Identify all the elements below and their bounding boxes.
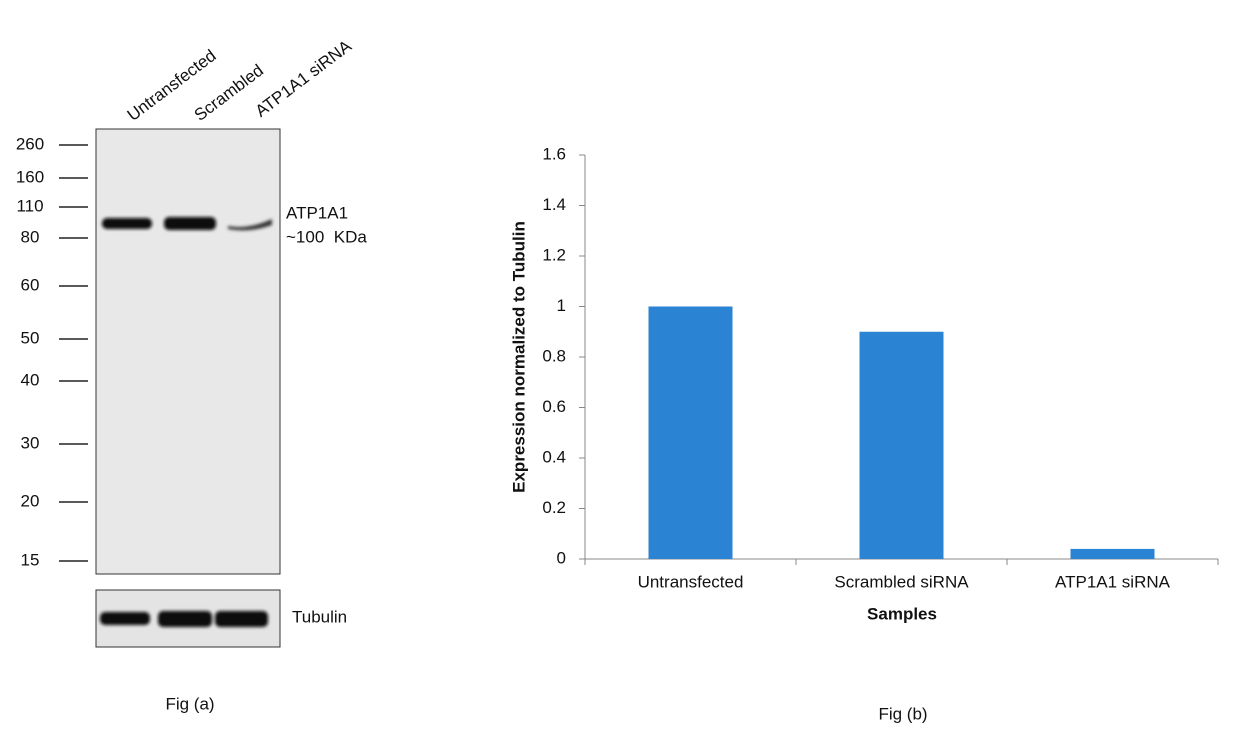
marker-label: 60	[21, 275, 40, 294]
y-axis-label: Expression normalized to Tubulin	[509, 221, 528, 493]
y-tick-label: 1.6	[542, 144, 566, 163]
blot-bands	[102, 217, 272, 231]
x-tick-label: Untransfected	[638, 572, 744, 591]
y-tick-label: 1	[557, 296, 566, 315]
marker-label: 260	[16, 134, 44, 153]
marker-label: 30	[21, 433, 40, 452]
marker-label: 160	[16, 167, 44, 186]
bar	[859, 331, 944, 559]
caption: Fig (b)	[878, 704, 927, 723]
caption: Fig (a)	[165, 694, 214, 713]
y-tick-label: 0.2	[542, 498, 566, 517]
x-tick-label: ATP1A1 siRNA	[1055, 572, 1171, 591]
y-tick-label: 0.6	[542, 397, 566, 416]
marker-label: 15	[21, 550, 40, 569]
y-tick-label: 0.8	[542, 346, 566, 365]
marker-label: 50	[21, 328, 40, 347]
band-label: ATP1A1	[286, 203, 348, 222]
y-tick-label: 0.4	[542, 447, 566, 466]
marker-label: 80	[21, 227, 40, 246]
y-tick-label: 1.2	[542, 245, 566, 264]
y-tick-label: 0	[557, 548, 566, 567]
marker-label: 20	[21, 491, 40, 510]
tubulin-bands	[100, 611, 268, 627]
x-axis-label: Samples	[867, 604, 937, 623]
y-tick-label: 1.4	[542, 195, 566, 214]
blot-membrane	[95, 128, 281, 575]
marker-label: 110	[16, 196, 43, 215]
x-tick-label: Scrambled siRNA	[834, 572, 969, 591]
marker-ladder: 260 160 110 80 60 50 40 30 20 15	[16, 134, 88, 569]
bar	[1070, 548, 1155, 559]
marker-label: 40	[21, 370, 40, 389]
bar-chart: 0 0.2 0.4 0.6 0.8 1 1.2 1.4 1.6 Untransfected Scra…	[542, 144, 1219, 591]
band-size: ~100 KDa	[286, 227, 367, 246]
bar	[648, 306, 733, 559]
lane-label: ATP1A1 siRNA	[252, 36, 356, 121]
loading-control-label: Tubulin	[292, 607, 347, 626]
